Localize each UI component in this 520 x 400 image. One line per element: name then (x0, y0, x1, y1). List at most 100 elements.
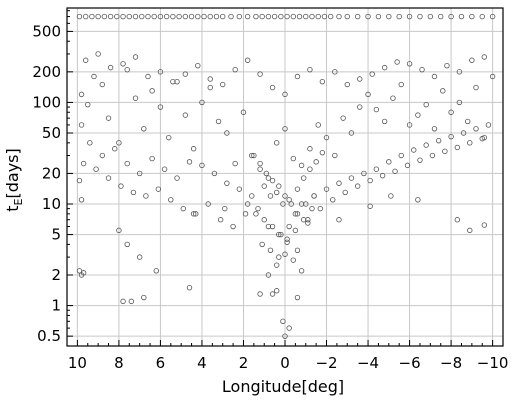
data-point (354, 183, 361, 189)
y-tick-label: 500 (32, 22, 61, 40)
data-point (415, 197, 421, 203)
data-point (465, 118, 471, 125)
data-point (294, 73, 301, 80)
data-point (373, 106, 380, 113)
y-tick-label: 20 (42, 164, 61, 182)
data-point (440, 88, 446, 94)
data-point (261, 217, 267, 223)
data-point (280, 201, 286, 207)
data-point (381, 118, 388, 125)
data-point (78, 272, 85, 278)
data-point (479, 135, 485, 142)
data-point (284, 239, 290, 245)
data-point (124, 66, 130, 73)
data-point (145, 13, 151, 20)
data-point (265, 175, 272, 181)
data-point (95, 13, 101, 20)
data-point (357, 76, 363, 82)
data-point (153, 268, 159, 274)
data-point (485, 122, 492, 128)
data-point (284, 13, 290, 20)
x-tick-label: 4 (197, 354, 207, 372)
data-point (438, 13, 444, 20)
data-point (271, 13, 278, 20)
data-point (276, 254, 282, 260)
data-point (157, 104, 164, 110)
data-point (282, 91, 288, 98)
x-tick-label: 6 (156, 354, 166, 372)
data-point (481, 222, 488, 228)
data-point (199, 162, 205, 169)
data-point (145, 73, 151, 80)
data-point (132, 13, 139, 20)
data-point (467, 140, 473, 146)
data-point (87, 140, 93, 146)
data-point (290, 257, 297, 263)
data-point (423, 101, 429, 108)
data-point (240, 109, 247, 115)
data-point (124, 241, 130, 248)
data-point (149, 155, 155, 162)
data-point (224, 180, 230, 186)
data-point (182, 112, 189, 118)
data-point (257, 166, 263, 172)
data-point (373, 166, 380, 172)
data-point (132, 95, 139, 101)
data-point (298, 201, 305, 207)
data-point (294, 247, 301, 254)
data-point (190, 211, 197, 217)
data-point (344, 13, 350, 20)
data-point (313, 159, 319, 165)
data-point (136, 254, 143, 260)
data-point (244, 13, 251, 20)
data-point (427, 13, 434, 20)
data-point (269, 291, 276, 297)
data-point (265, 223, 272, 230)
data-point (273, 189, 280, 196)
data-point (174, 78, 180, 85)
data-point (278, 13, 284, 20)
data-point (112, 146, 118, 152)
y-axis-label-subscript: E (12, 198, 25, 205)
data-point (143, 193, 149, 199)
y-tick-label: 200 (32, 63, 61, 81)
data-point (269, 84, 276, 91)
data-point (116, 227, 122, 234)
data-point (469, 57, 475, 63)
data-point (406, 122, 413, 128)
data-point (80, 160, 87, 167)
data-point (375, 13, 382, 20)
data-point (456, 99, 463, 106)
data-point (460, 130, 467, 136)
data-point (128, 298, 135, 305)
data-point (344, 81, 350, 88)
data-point (456, 69, 463, 75)
data-point (342, 189, 348, 196)
data-point (217, 217, 224, 223)
data-point (236, 13, 243, 20)
data-point (367, 203, 373, 209)
data-point (193, 211, 199, 217)
data-point (85, 101, 91, 108)
data-point (307, 166, 313, 172)
data-point (230, 223, 236, 230)
data-point (431, 126, 438, 132)
data-point (139, 13, 145, 20)
data-point (249, 193, 255, 199)
data-point (205, 201, 211, 207)
y-tick-label: 1 (51, 297, 61, 315)
data-point (481, 54, 488, 60)
data-point (303, 13, 309, 20)
data-point (315, 122, 321, 128)
data-point (201, 13, 207, 20)
data-point (315, 13, 321, 20)
data-point (354, 13, 361, 20)
data-point (215, 118, 222, 125)
y-axis-label-unit: [days] (3, 148, 22, 198)
data-point (222, 205, 228, 212)
data-point (282, 126, 288, 132)
data-point (417, 13, 423, 20)
data-point (473, 126, 479, 132)
data-point (236, 186, 243, 192)
y-tick-label: 10 (42, 195, 61, 213)
